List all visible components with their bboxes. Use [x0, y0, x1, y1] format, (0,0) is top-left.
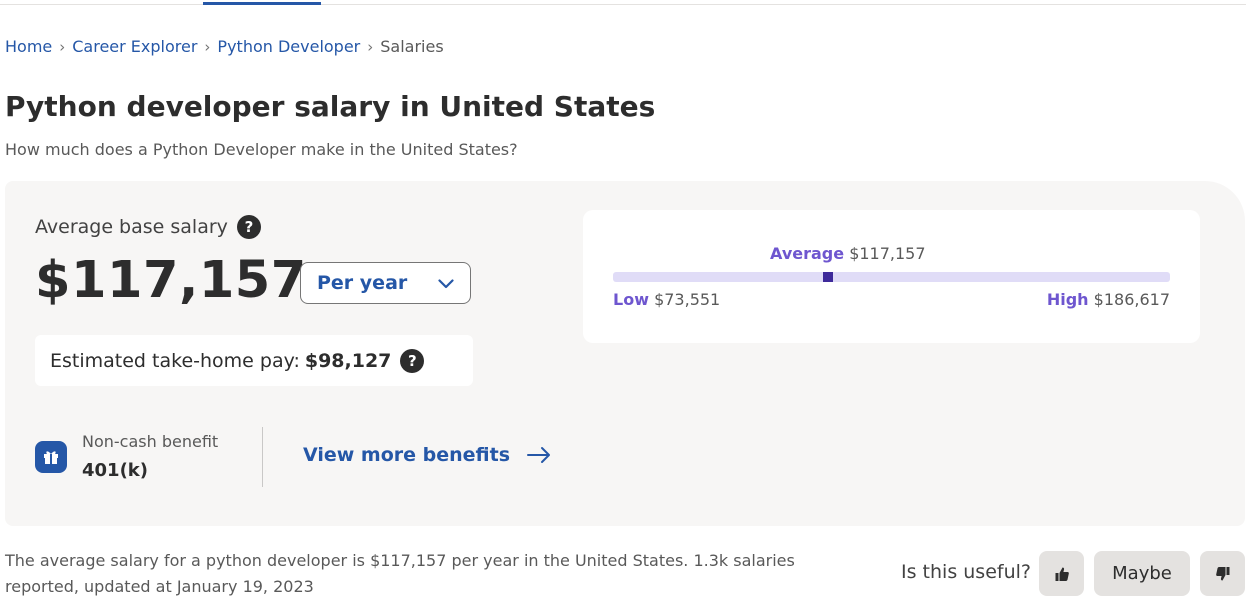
salary-range-card: Average $117,157 Low $73,551 High $186,6…: [583, 210, 1200, 343]
page-title: Python developer salary in United States: [5, 90, 656, 123]
average-salary-label-row: Average base salary ?: [35, 215, 261, 239]
top-nav-active-indicator: [203, 2, 321, 5]
chevron-right-icon: ›: [59, 37, 66, 56]
takehome-pay-box: Estimated take-home pay: $98,127 ?: [35, 335, 473, 386]
thumbs-down-icon: [1215, 566, 1229, 580]
chevron-right-icon: ›: [367, 37, 374, 56]
view-more-benefits-link[interactable]: View more benefits: [303, 444, 551, 466]
breadcrumb-home-link[interactable]: Home: [5, 37, 53, 56]
range-low-value: $73,551: [654, 290, 721, 309]
takehome-label: Estimated take-home pay:: [50, 349, 300, 372]
range-high-label: High: [1046, 290, 1089, 309]
average-marker: [823, 272, 833, 282]
thumbs-up-button[interactable]: [1039, 551, 1084, 596]
takehome-value: $98,127: [304, 349, 392, 372]
thumbs-up-icon: [1055, 567, 1069, 581]
view-more-benefits-label: View more benefits: [303, 444, 511, 466]
range-high-value: $186,617: [1093, 290, 1170, 309]
average-salary-value: $117,157: [35, 251, 307, 310]
breadcrumb: Home › Career Explorer › Python Develope…: [5, 37, 444, 56]
range-average: Average $117,157: [770, 244, 926, 263]
range-average-label: Average: [770, 244, 845, 263]
thumbs-down-button[interactable]: [1200, 551, 1245, 596]
range-low-label: Low: [613, 290, 649, 309]
range-average-value: $117,157: [849, 244, 926, 263]
benefit-name: 401(k): [82, 460, 148, 481]
chevron-right-icon: ›: [204, 37, 211, 56]
salary-summary-text: The average salary for a python develope…: [5, 551, 795, 596]
chevron-down-icon: [438, 274, 454, 293]
pay-period-value: Per year: [317, 272, 408, 294]
salary-panel: Average base salary ? $117,157 Per year …: [5, 181, 1245, 526]
breadcrumb-python-developer-link[interactable]: Python Developer: [217, 37, 361, 56]
range-high: High $186,617: [1047, 290, 1170, 309]
salary-range-bar: [613, 272, 1170, 282]
gift-icon: [35, 441, 67, 473]
breadcrumb-career-explorer-link[interactable]: Career Explorer: [72, 37, 198, 56]
average-salary-label: Average base salary: [35, 216, 228, 238]
maybe-button[interactable]: Maybe: [1094, 551, 1190, 596]
page-subtitle: How much does a Python Developer make in…: [5, 140, 518, 159]
feedback-question: Is this useful?: [901, 561, 1031, 583]
benefits-divider: [262, 427, 263, 487]
pay-period-select[interactable]: Per year: [300, 262, 471, 304]
question-circle-icon[interactable]: ?: [236, 215, 261, 239]
range-low: Low $73,551: [613, 290, 720, 309]
top-nav-border: [0, 4, 1246, 5]
breadcrumb-current: Salaries: [380, 37, 444, 56]
arrow-right-icon: [527, 447, 551, 463]
question-circle-icon[interactable]: ?: [400, 348, 425, 373]
benefit-type-label: Non-cash benefit: [82, 432, 219, 451]
